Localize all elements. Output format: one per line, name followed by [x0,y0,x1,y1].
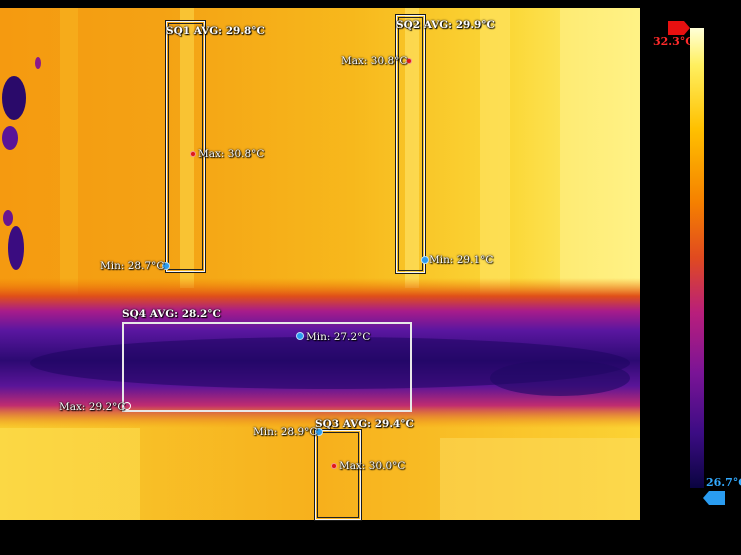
sq2-min-label: Min: 29.1°C [429,254,494,266]
sq1-max-label: Max: 30.8°C [198,148,265,160]
scale-max-label: 32.3°C [653,35,695,48]
sq3-max-marker [331,463,337,469]
sq1-min-marker [162,262,170,270]
sq3-label: SQ3 AVG: 29.4°C [315,418,414,430]
sq2-min-marker [421,256,429,264]
sq3-min-label: Min: 28.9°C [253,426,318,438]
min-pointer-icon [703,490,725,505]
thermal-image [0,8,640,520]
sq4-max-marker [123,402,131,410]
sq1-box[interactable] [165,20,206,273]
temperature-color-scale [690,28,704,488]
sq2-label: SQ2 AVG: 29.9°C [396,19,495,31]
sq3-box[interactable] [314,429,362,521]
sq4-min-label: Min: 27.2°C [306,331,371,343]
sq1-max-marker [190,151,196,157]
max-pointer-icon [668,20,690,35]
sq3-min-marker [315,428,323,436]
sq4-min-marker [296,332,304,340]
sq3-max-label: Max: 30.0°C [339,460,406,472]
sq4-max-label: Max: 29.2°C [59,401,126,413]
sq1-label: SQ1 AVG: 29.8°C [166,25,265,37]
sq1-min-label: Min: 28.7°C [100,260,165,272]
scale-min-label: 26.7°C [706,476,741,489]
sq2-box[interactable] [395,14,426,274]
sq2-max-label: Max: 30.8°C [341,55,408,67]
sq2-max-marker [406,58,412,64]
sq4-box[interactable] [122,322,412,412]
sq4-label: SQ4 AVG: 28.2°C [122,308,221,320]
